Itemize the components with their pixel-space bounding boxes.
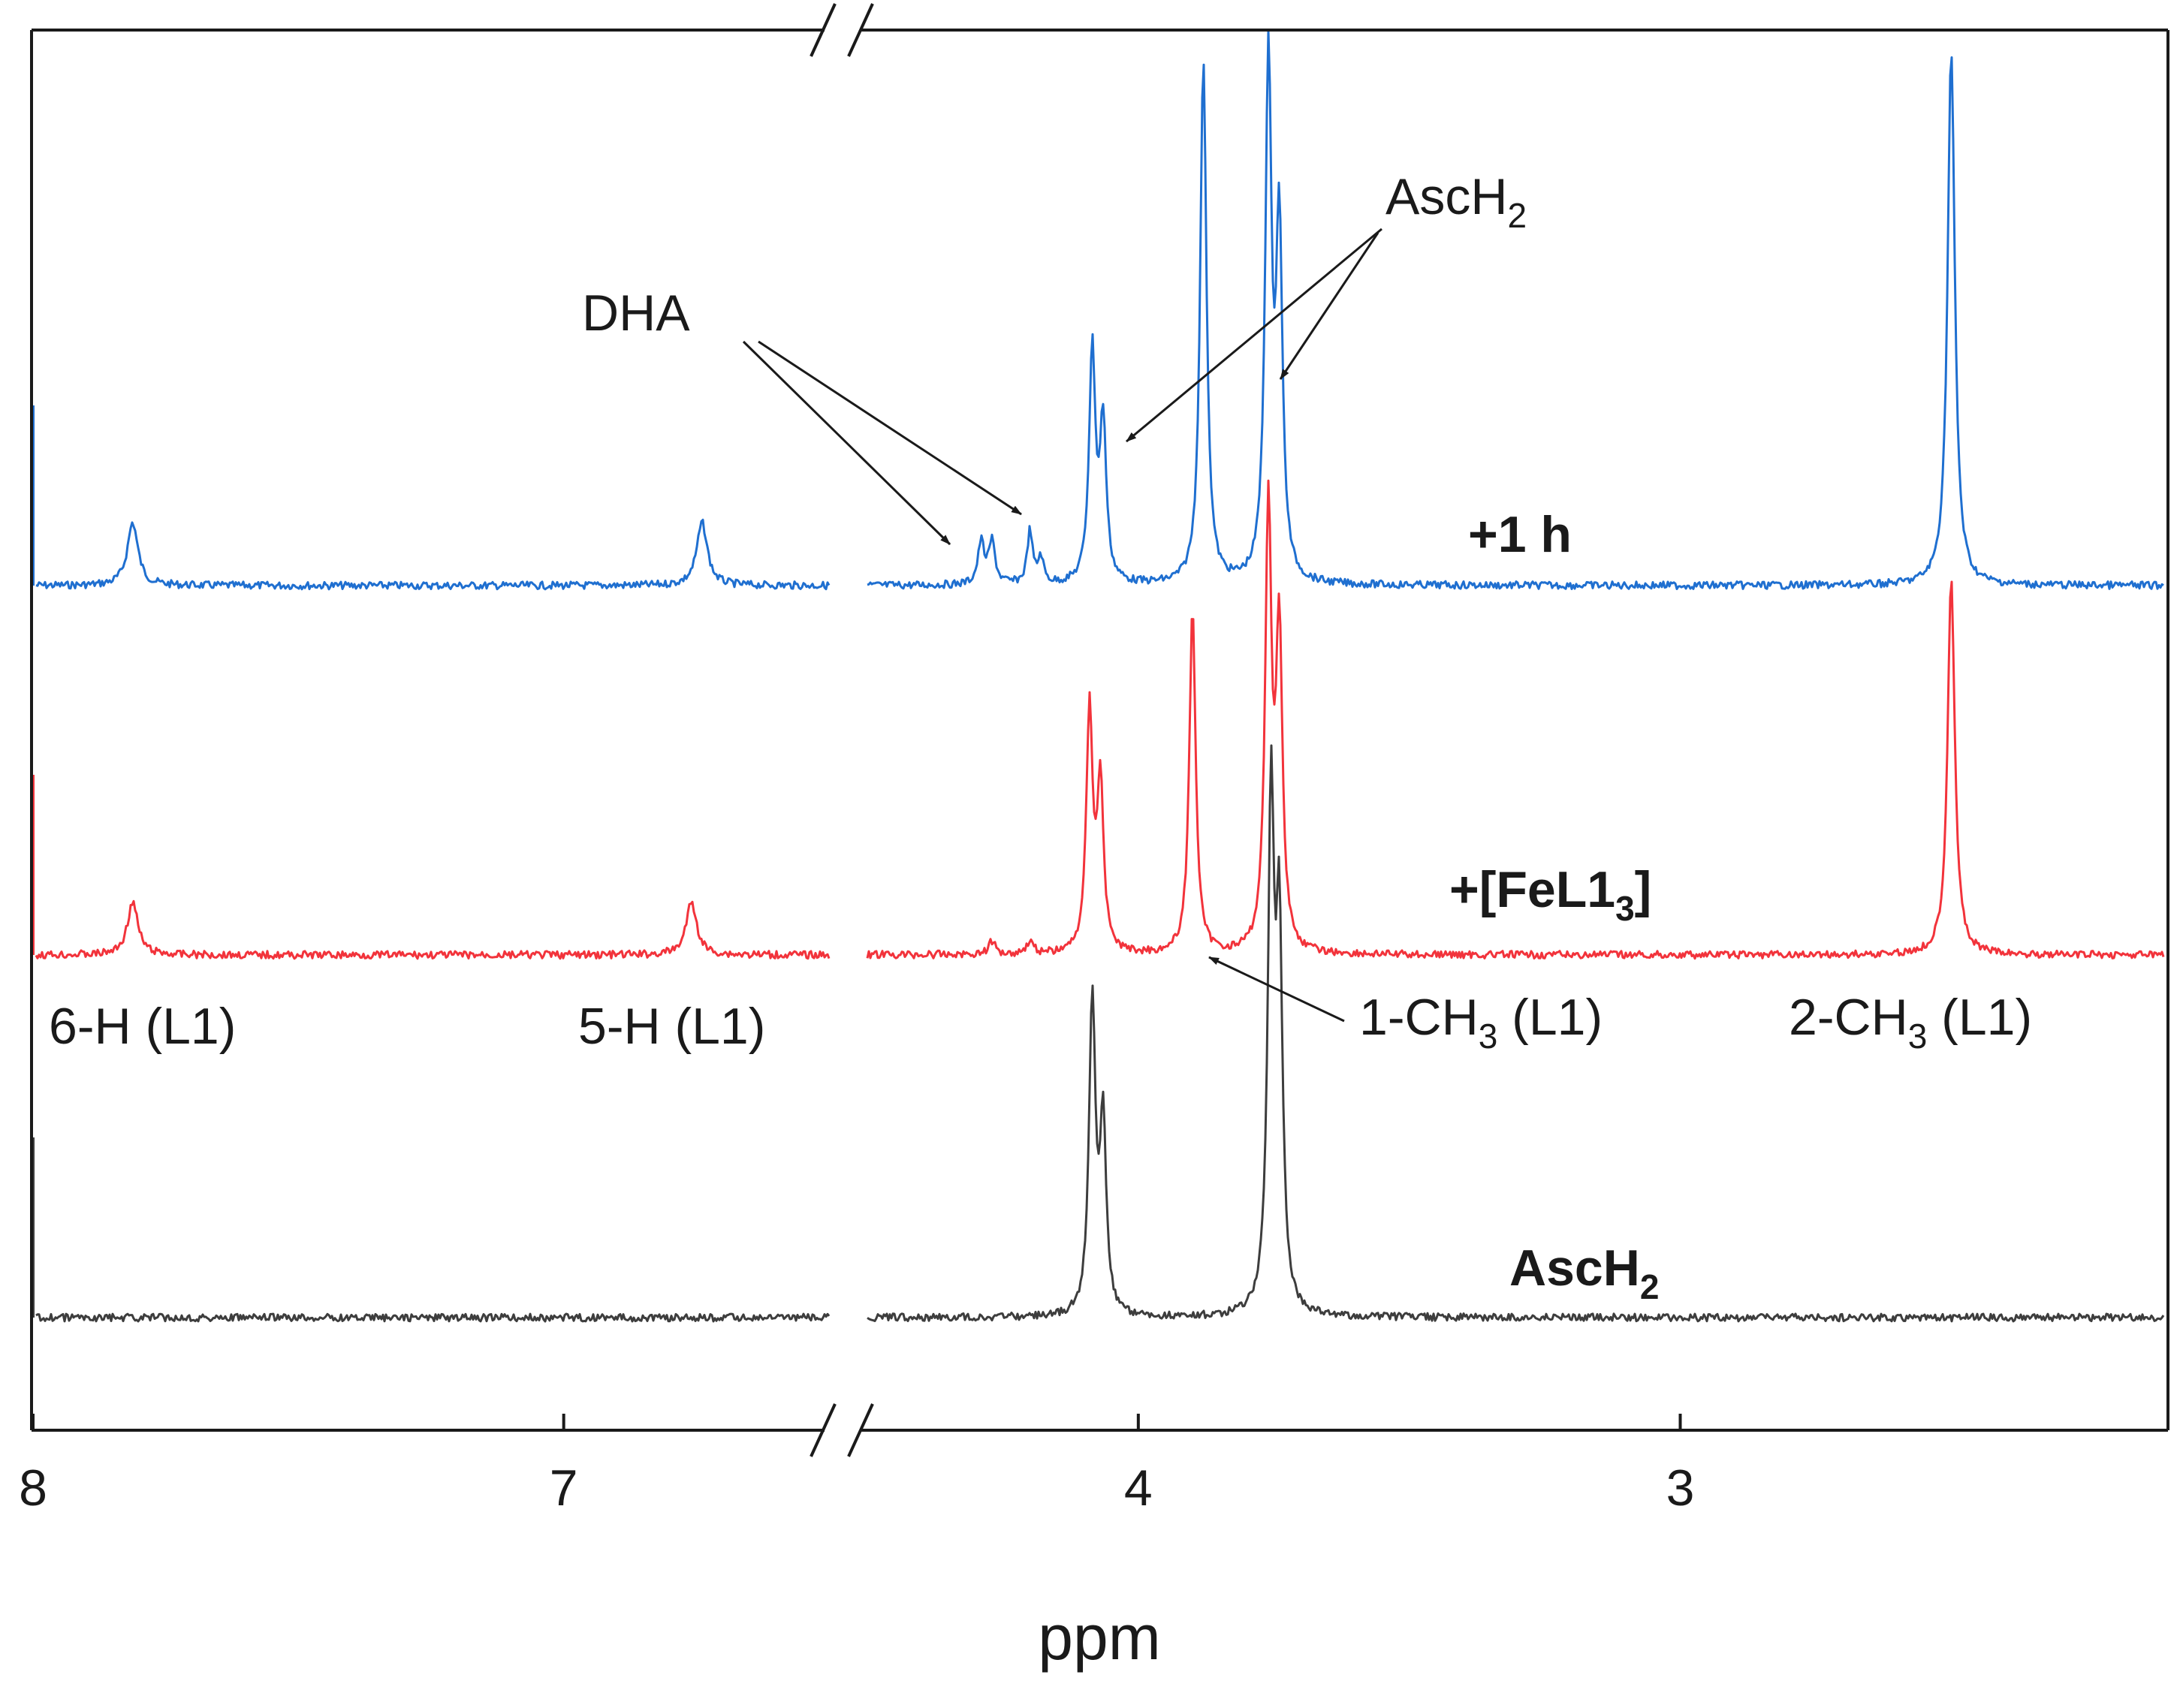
- x-tick-label: 4: [1124, 1459, 1153, 1517]
- spectrum-trace-plus_fel13-segment-2: [866, 479, 2165, 960]
- arrow-asch2-2: [1279, 232, 1379, 380]
- annotation-asch2: AscH2: [1385, 168, 1527, 235]
- arrow-dha-2: [758, 340, 1022, 516]
- x-tick-label: 3: [1666, 1459, 1695, 1517]
- annotation-dha: DHA: [582, 285, 690, 342]
- arrow-dha-1: [742, 340, 951, 546]
- spectrum-trace-plus_1h-segment-1: [35, 518, 831, 591]
- plot-frame: [30, 29, 2169, 1432]
- break-mark-top-left: [810, 3, 837, 57]
- trace-label-asch2: AscH2: [1509, 1240, 1659, 1306]
- spectrum-trace-asch2-segment-1: [35, 1312, 831, 1323]
- trace-label-plus-fel13: +[FeL13]: [1449, 861, 1651, 928]
- spectrum-traces: [32, 29, 2165, 1323]
- trace-label-plus-1h: +1 h: [1468, 506, 1572, 563]
- arrow-asch2-1: [1126, 227, 1382, 443]
- annotation-6h: 6-H (L1): [49, 998, 236, 1055]
- annotation-5h: 5-H (L1): [578, 998, 765, 1055]
- x-tick-label: 8: [19, 1459, 47, 1517]
- arrow-1ch3: [1208, 956, 1345, 1023]
- annotation-arrows: [742, 227, 1382, 1023]
- x-tick-label: 7: [550, 1459, 578, 1517]
- x-axis-title: ppm: [1038, 1602, 1160, 1673]
- break-mark-bottom-left: [810, 1403, 837, 1457]
- spectrum-trace-plus_fel13-segment-1: [35, 899, 831, 960]
- break-mark-top-right: [847, 3, 874, 57]
- break-mark-bottom-right: [847, 1403, 874, 1457]
- annotation-1ch3: 1-CH3 (L1): [1359, 989, 1603, 1056]
- x-axis-ticks: 8 7 4 3: [19, 1414, 1694, 1517]
- spectrum-trace-asch2-segment-2: [867, 744, 2165, 1323]
- axis-break-marks: [810, 3, 874, 1457]
- spectrum-trace-plus_1h-segment-2: [867, 29, 2164, 590]
- annotation-2ch3: 2-CH3 (L1): [1789, 989, 2032, 1056]
